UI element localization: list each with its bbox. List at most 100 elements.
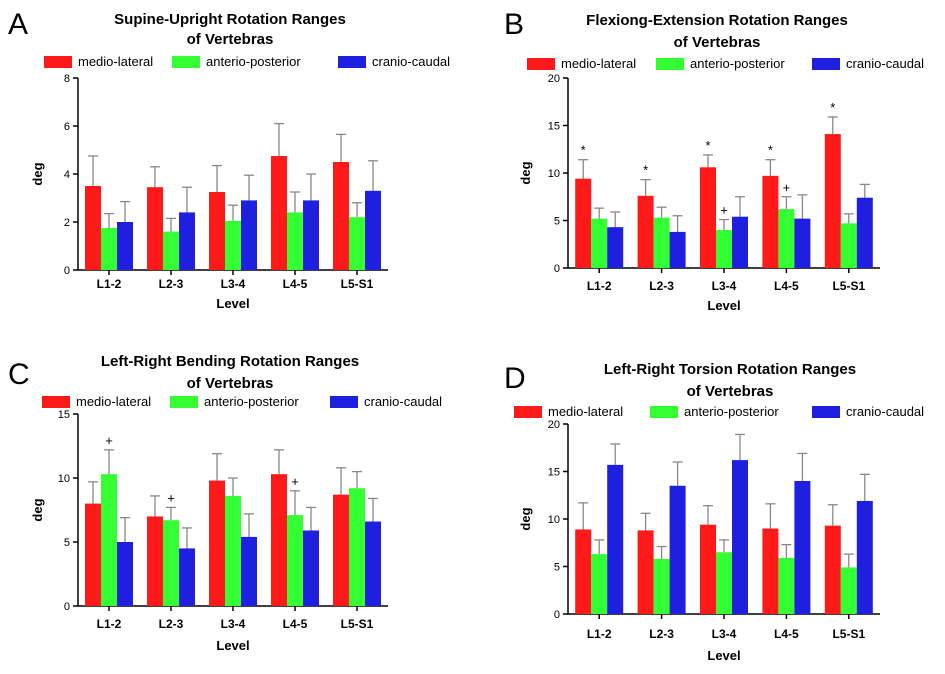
y-tick-label: 8 xyxy=(64,73,70,85)
bar-medio-lateral xyxy=(824,525,841,614)
significance-mark: + xyxy=(105,433,113,448)
y-tick-label: 20 xyxy=(548,73,560,85)
significance-mark: + xyxy=(783,180,791,195)
legend-label: medio-lateral xyxy=(548,404,623,419)
bar-medio-lateral xyxy=(700,167,716,268)
y-tick-label: 4 xyxy=(64,169,70,181)
bar-cranio-caudal xyxy=(117,542,133,606)
bar-medio-lateral xyxy=(333,162,349,270)
x-tick-label: L5-S1 xyxy=(341,617,374,631)
y-axis-label: deg xyxy=(30,498,45,521)
legend-swatch xyxy=(656,58,684,70)
bar-anterio-posterior xyxy=(101,228,117,270)
legend-swatch xyxy=(514,406,542,418)
bar-medio-lateral xyxy=(824,134,841,268)
bar-anterio-posterior xyxy=(591,554,608,614)
y-tick-label: 5 xyxy=(64,537,70,549)
bar-anterio-posterior xyxy=(287,515,303,606)
significance-mark: + xyxy=(720,203,728,218)
significance-mark: * xyxy=(581,143,586,158)
bar-medio-lateral xyxy=(637,195,654,268)
significance-mark: + xyxy=(291,474,299,489)
bar-cranio-caudal xyxy=(794,218,811,268)
y-tick-label: 5 xyxy=(554,216,560,228)
bar-cranio-caudal xyxy=(241,200,257,270)
legend-label: cranio-caudal xyxy=(372,54,450,69)
x-tick-label: L5-S1 xyxy=(832,627,865,641)
y-tick-label: 10 xyxy=(548,168,560,180)
x-tick-label: L3-4 xyxy=(221,277,246,291)
bar-cranio-caudal xyxy=(856,500,873,614)
bar-anterio-posterior xyxy=(287,212,303,270)
legend-swatch xyxy=(812,406,840,418)
legend-label: anterio-posterior xyxy=(690,56,785,71)
x-tick-label: L2-3 xyxy=(649,627,674,641)
significance-mark: * xyxy=(768,143,773,158)
x-tick-label: L1-2 xyxy=(587,627,612,641)
x-tick-label: L5-S1 xyxy=(832,279,865,293)
legend-swatch xyxy=(330,396,358,408)
y-tick-label: 0 xyxy=(554,263,560,275)
significance-mark: * xyxy=(643,163,648,178)
panel-a: A Supine-Upright Rotation Ranges of Verteb… xyxy=(8,8,450,311)
bar-cranio-caudal xyxy=(179,548,195,606)
x-axis-label: Level xyxy=(216,638,249,653)
bar-cranio-caudal xyxy=(303,530,319,606)
bar-medio-lateral xyxy=(637,530,654,614)
panel-d: D Left-Right Torsion Rotation Ranges of Ve… xyxy=(504,361,924,663)
legend-swatch xyxy=(527,58,555,70)
bar-anterio-posterior xyxy=(653,558,670,614)
bar-medio-lateral xyxy=(147,187,163,270)
bar-anterio-posterior xyxy=(101,474,117,606)
legend-label: cranio-caudal xyxy=(846,56,924,71)
y-axis-label: deg xyxy=(518,161,533,184)
legend-swatch xyxy=(170,396,198,408)
x-tick-label: L1-2 xyxy=(97,277,122,291)
legend-swatch xyxy=(172,56,200,68)
x-tick-label: L4-5 xyxy=(283,277,308,291)
y-tick-label: 15 xyxy=(548,121,560,133)
bar-cranio-caudal xyxy=(179,212,195,270)
y-tick-label: 10 xyxy=(548,514,560,526)
chart-title: of Vertebras xyxy=(674,34,761,51)
bar-medio-lateral xyxy=(85,186,101,270)
bar-cranio-caudal xyxy=(794,481,811,614)
x-tick-label: L1-2 xyxy=(587,279,612,293)
y-tick-label: 5 xyxy=(554,562,560,574)
y-tick-label: 20 xyxy=(548,419,560,431)
y-tick-label: 2 xyxy=(64,217,70,229)
bar-anterio-posterior xyxy=(716,552,732,614)
bar-medio-lateral xyxy=(271,474,287,606)
x-tick-label: L4-5 xyxy=(774,279,799,293)
chart-title: of Vertebras xyxy=(187,31,274,48)
bar-cranio-caudal xyxy=(365,190,381,270)
significance-mark: * xyxy=(830,100,835,115)
bar-cranio-caudal xyxy=(732,460,748,614)
bar-cranio-caudal xyxy=(669,231,686,268)
y-axis-label: deg xyxy=(30,162,45,185)
bar-anterio-posterior xyxy=(591,218,608,268)
y-tick-label: 0 xyxy=(64,265,70,277)
legend-swatch xyxy=(338,56,366,68)
chart-title: of Vertebras xyxy=(687,383,774,400)
bar-medio-lateral xyxy=(333,494,349,606)
legend-label: anterio-posterior xyxy=(206,54,301,69)
bar-medio-lateral xyxy=(271,156,287,270)
bar-anterio-posterior xyxy=(349,217,365,270)
legend-label: cranio-caudal xyxy=(364,394,442,409)
bar-cranio-caudal xyxy=(856,197,873,268)
panel-letter: B xyxy=(504,8,524,41)
legend-swatch xyxy=(44,56,72,68)
bar-cranio-caudal xyxy=(365,521,381,606)
x-axis-label: Level xyxy=(216,296,249,311)
x-axis-label: Level xyxy=(707,298,740,313)
bar-anterio-posterior xyxy=(840,567,857,614)
bar-medio-lateral xyxy=(209,480,225,606)
panel-letter: D xyxy=(504,362,526,395)
panel-b: B Flexiong-Extension Rotation Ranges of Ve… xyxy=(504,8,924,313)
bar-cranio-caudal xyxy=(732,216,748,268)
significance-mark: * xyxy=(705,138,710,153)
bar-cranio-caudal xyxy=(303,200,319,270)
x-tick-label: L4-5 xyxy=(774,627,799,641)
